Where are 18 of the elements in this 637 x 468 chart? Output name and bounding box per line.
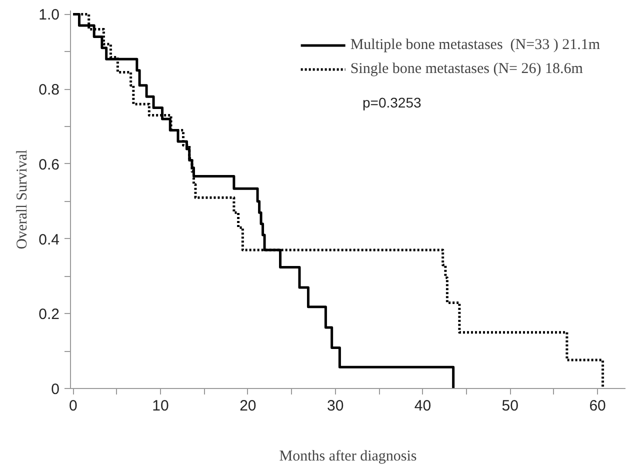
y-tick-label: 0.4 [38, 231, 60, 248]
y-tick-label: 0.2 [38, 306, 60, 324]
x-tick-label: 60 [589, 398, 606, 414]
legend-label: Single bone metastases (N= 26) 18.6m [350, 60, 583, 78]
y-tick-label: 1.0 [38, 6, 60, 24]
y-tick-label: 0.8 [38, 82, 60, 99]
x-tick-label: 10 [152, 398, 169, 414]
x-tick-label: 30 [326, 398, 344, 414]
y-tick-label: 0.6 [38, 156, 60, 174]
y-tick-label: 0 [51, 381, 60, 398]
y-axis-title: Overall Survival [14, 150, 31, 250]
legend-label: Multiple bone metastases (N=33 ) 21.1m [350, 36, 600, 54]
annotation: p=0.3253 [362, 94, 422, 110]
x-tick-label: 0 [68, 398, 78, 414]
x-tick-label: 20 [240, 398, 256, 414]
x-tick-label: 40 [414, 398, 432, 414]
x-axis-title: Months after diagnosis [279, 448, 417, 464]
x-tick-label: 50 [502, 398, 518, 414]
